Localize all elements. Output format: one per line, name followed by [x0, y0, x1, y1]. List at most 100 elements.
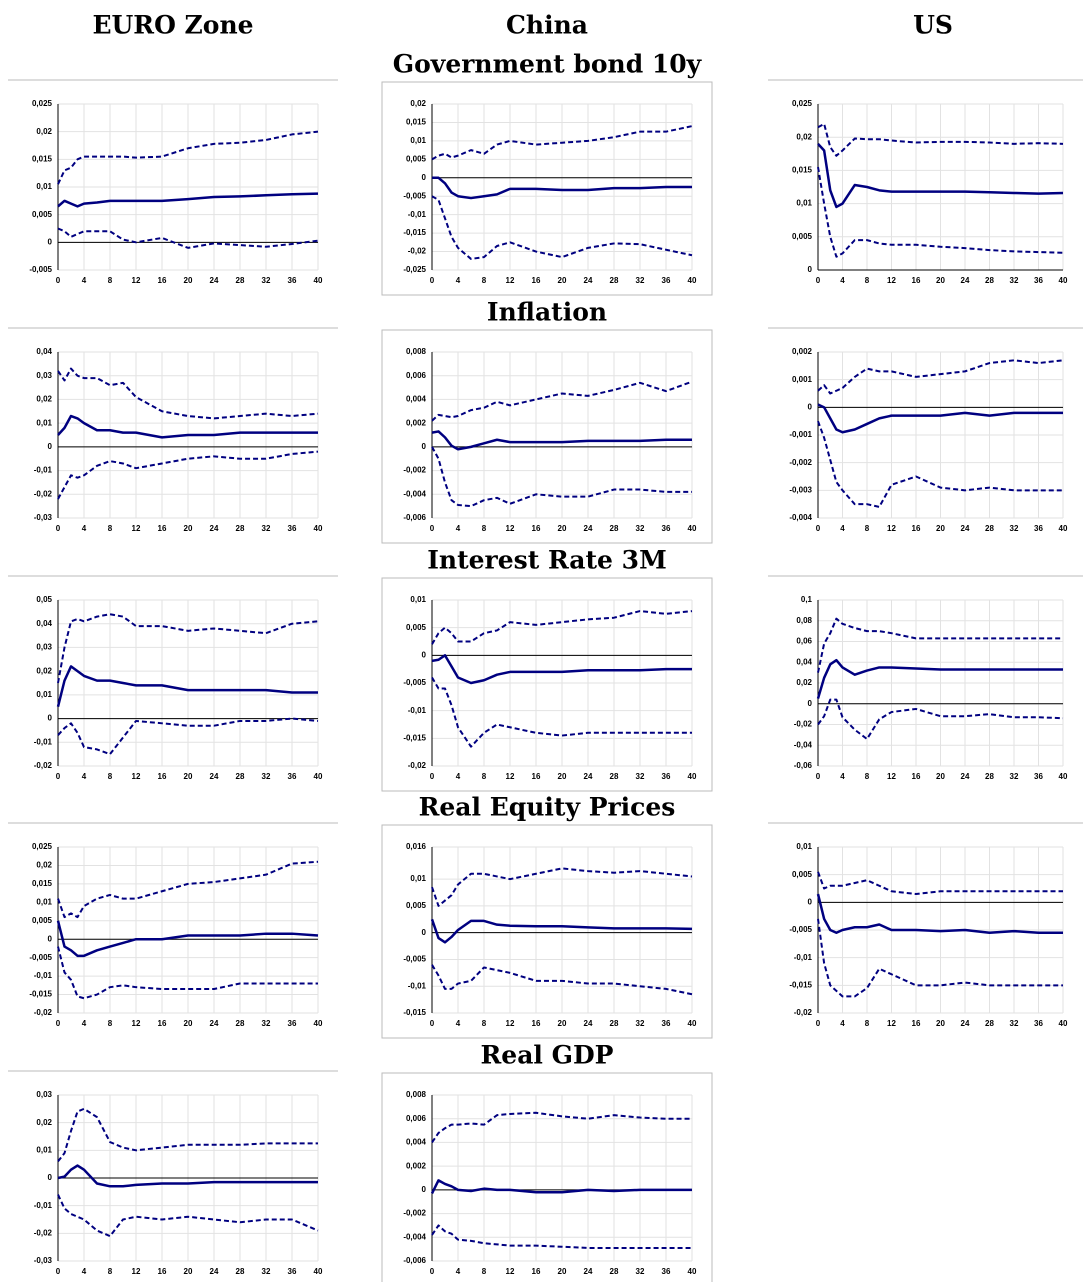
panel-frame [381, 81, 713, 296]
x-tick-label: 32 [262, 772, 271, 781]
x-tick-label: 28 [236, 524, 245, 533]
band-line [817, 122, 1064, 157]
y-tick-label: -0,015 [403, 228, 426, 237]
panel-frame [381, 1072, 713, 1282]
y-tick-label: 0,01 [410, 874, 426, 883]
y-tick-label: -0,06 [794, 761, 813, 770]
x-tick-label: 12 [506, 524, 515, 533]
y-tick-label: -0,03 [34, 513, 53, 522]
x-tick-label: 32 [1010, 276, 1019, 285]
x-tick-label: 36 [662, 1019, 671, 1028]
y-tick-label: 0,016 [406, 842, 427, 851]
y-tick-label: 0,015 [792, 166, 813, 175]
x-tick-label: 4 [456, 1019, 461, 1028]
y-tick-label: 0 [422, 650, 427, 659]
y-tick-label: 0,01 [410, 136, 426, 145]
x-tick-label: 24 [961, 276, 970, 285]
band-line [431, 676, 692, 748]
y-tick-label: -0,02 [794, 1008, 813, 1017]
response-line [816, 658, 1063, 699]
x-tick-label: 40 [688, 524, 697, 533]
x-tick-label: 0 [56, 772, 61, 781]
y-tick-label: 0,02 [36, 666, 52, 675]
y-tick-label: -0,005 [789, 925, 812, 934]
x-tick-label: 12 [887, 276, 896, 285]
y-tick-label: 0,01 [796, 199, 812, 208]
x-tick-label: 4 [456, 772, 461, 781]
band-line [431, 125, 693, 161]
x-tick-label: 20 [184, 1267, 193, 1276]
y-tick-label: -0,015 [789, 980, 812, 989]
x-tick-label: 40 [688, 1267, 697, 1276]
band-line [57, 613, 319, 684]
y-tick-label: 0,03 [36, 1090, 52, 1099]
y-tick-label: 0,005 [32, 210, 53, 219]
x-tick-label: 36 [1034, 524, 1043, 533]
x-tick-label: 20 [184, 772, 193, 781]
x-tick-label: 28 [610, 524, 619, 533]
column-header: EURO Zone [92, 11, 253, 40]
y-tick-label: 0,025 [32, 99, 53, 108]
x-tick-label: 0 [816, 524, 821, 533]
x-tick-label: 32 [636, 524, 645, 533]
x-tick-label: 16 [912, 772, 921, 781]
y-tick-label: 0,02 [36, 395, 52, 404]
y-tick-label: 0 [422, 1185, 427, 1194]
y-tick-label: 0 [808, 897, 813, 906]
x-tick-label: 0 [430, 276, 435, 285]
y-tick-label: 0 [808, 265, 813, 274]
x-tick-label: 16 [532, 1267, 541, 1276]
y-tick-label: -0,005 [403, 678, 426, 687]
x-tick-label: 40 [688, 1019, 697, 1028]
y-tick-label: 0,006 [406, 1114, 427, 1123]
panel-frame [381, 824, 713, 1039]
x-tick-label: 16 [532, 772, 541, 781]
x-tick-label: 40 [1059, 772, 1068, 781]
x-tick-label: 24 [584, 276, 593, 285]
x-tick-label: 8 [865, 1019, 870, 1028]
y-tick-label: -0,006 [403, 513, 426, 522]
x-tick-label: 40 [314, 772, 323, 781]
response-line [56, 920, 319, 958]
y-tick-label: 0 [48, 714, 53, 723]
x-tick-label: 0 [816, 1019, 821, 1028]
x-tick-label: 0 [56, 1267, 61, 1276]
x-tick-label: 24 [210, 1019, 219, 1028]
y-tick-label: -0,005 [29, 265, 52, 274]
y-tick-label: 0,005 [406, 154, 427, 163]
x-tick-label: 12 [132, 276, 141, 285]
y-tick-label: -0,01 [34, 1201, 53, 1210]
y-tick-label: 0 [48, 934, 53, 943]
x-tick-label: 8 [108, 524, 113, 533]
y-tick-label: 0,01 [36, 1145, 52, 1154]
x-tick-label: 32 [636, 276, 645, 285]
x-tick-label: 36 [288, 1019, 297, 1028]
y-tick-label: -0,02 [794, 720, 813, 729]
x-tick-label: 20 [558, 276, 567, 285]
x-tick-label: 16 [158, 1019, 167, 1028]
y-tick-label: 0,005 [406, 901, 427, 910]
x-tick-label: 24 [584, 524, 593, 533]
y-tick-label: 0 [48, 1173, 53, 1182]
x-tick-label: 12 [506, 772, 515, 781]
x-tick-label: 16 [912, 1019, 921, 1028]
band-line [431, 446, 692, 508]
band-line [817, 420, 1063, 508]
x-tick-label: 28 [236, 1019, 245, 1028]
y-tick-label: -0,01 [34, 971, 53, 980]
y-tick-label: 0,01 [36, 182, 52, 191]
y-tick-label: 0,001 [792, 375, 813, 384]
y-tick-label: 0,004 [406, 1138, 427, 1147]
row-title: Government bond 10y [393, 50, 703, 79]
x-tick-label: 8 [108, 772, 113, 781]
x-tick-label: 8 [108, 1267, 113, 1276]
x-tick-label: 12 [506, 276, 515, 285]
x-tick-label: 20 [936, 1019, 945, 1028]
x-tick-label: 8 [108, 1019, 113, 1028]
x-tick-label: 28 [985, 524, 994, 533]
response-line [57, 192, 319, 208]
x-tick-label: 32 [1010, 524, 1019, 533]
y-tick-label: 0 [808, 402, 813, 411]
y-tick-label: -0,01 [408, 981, 427, 990]
